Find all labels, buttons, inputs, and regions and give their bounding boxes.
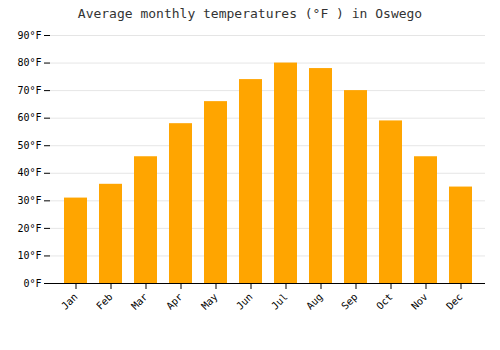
svg-text:Nov: Nov <box>409 291 430 312</box>
svg-text:Sep: Sep <box>339 291 360 312</box>
svg-text:Jan: Jan <box>59 291 80 312</box>
svg-text:80°F: 80°F <box>17 57 41 68</box>
svg-text:Apr: Apr <box>164 291 185 312</box>
svg-text:0°F: 0°F <box>23 278 41 289</box>
svg-text:30°F: 30°F <box>17 195 41 206</box>
svg-text:20°F: 20°F <box>17 223 41 234</box>
svg-text:10°F: 10°F <box>17 250 41 261</box>
svg-text:Feb: Feb <box>94 291 115 312</box>
svg-text:90°F: 90°F <box>17 30 41 41</box>
svg-text:40°F: 40°F <box>17 167 41 178</box>
svg-text:50°F: 50°F <box>17 140 41 151</box>
svg-text:70°F: 70°F <box>17 85 41 96</box>
svg-text:Aug: Aug <box>304 291 325 312</box>
svg-text:Jul: Jul <box>269 291 290 312</box>
html-text:Average monthly temperatures (: Average monthly temperatures (°F ) in Os… <box>77 6 423 21</box>
svg-text:Mar: Mar <box>129 291 150 312</box>
svg-text:Oct: Oct <box>374 291 395 312</box>
svg-text:60°F: 60°F <box>17 112 41 123</box>
svg-text:Jun: Jun <box>234 291 255 312</box>
svg-text:May: May <box>199 291 220 312</box>
svg-text:Dec: Dec <box>444 291 465 312</box>
